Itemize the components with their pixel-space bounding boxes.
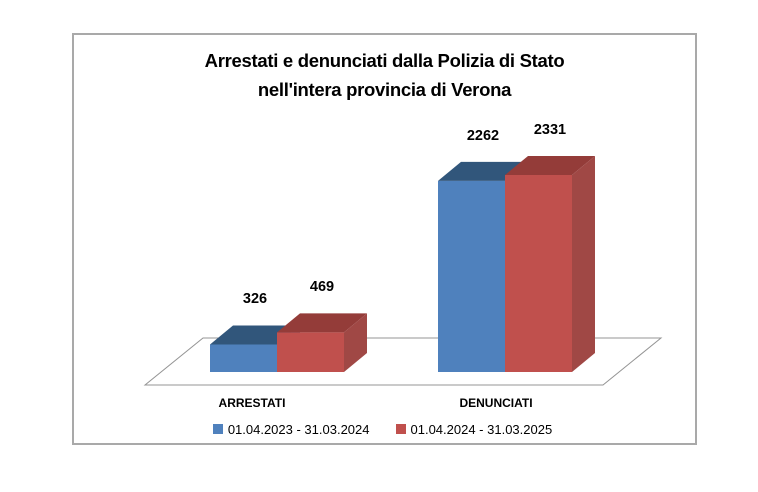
category-label-denunciati: DENUNCIATI [459,396,533,410]
legend-item-period2: 01.04.2024 - 31.03.2025 [395,421,553,437]
category-label-arrestati: ARRESTATI [218,396,286,410]
value-label-denunciati-s1: 2331 [533,122,567,139]
chart-title: Arrestati e denunciati dalla Polizia di … [74,46,695,104]
bar-arrestati-s0-front [210,344,277,372]
value-label-arrestati-s0: 326 [242,291,268,308]
bar-denunciati-s0-front [438,180,505,372]
value-label-denunciati-s0: 2262 [466,127,500,144]
chart-title-line1: Arrestati e denunciati dalla Polizia di … [204,50,565,71]
legend-swatch-red-icon [395,424,406,434]
legend: 01.04.2023 - 31.03.2024 01.04.2024 - 31.… [72,421,693,437]
bar-arrestati-s1-front [277,332,344,372]
legend-item-period1: 01.04.2023 - 31.03.2024 [212,421,370,437]
bar-denunciati-s1-side [572,156,595,372]
bar-denunciati-s1-front [505,175,572,372]
legend-label-period2: 01.04.2024 - 31.03.2025 [410,421,553,437]
value-label-arrestati-s1: 469 [309,279,335,296]
legend-label-period1: 01.04.2023 - 31.03.2024 [227,421,370,437]
chart-title-line2: nell'intera provincia di Verona [257,79,512,100]
bar-denunciati-s1-top [505,156,595,176]
legend-swatch-blue-icon [212,424,223,434]
bar-arrestati-s1-top [277,313,367,333]
bar-arrestati-s1-side [344,313,367,372]
